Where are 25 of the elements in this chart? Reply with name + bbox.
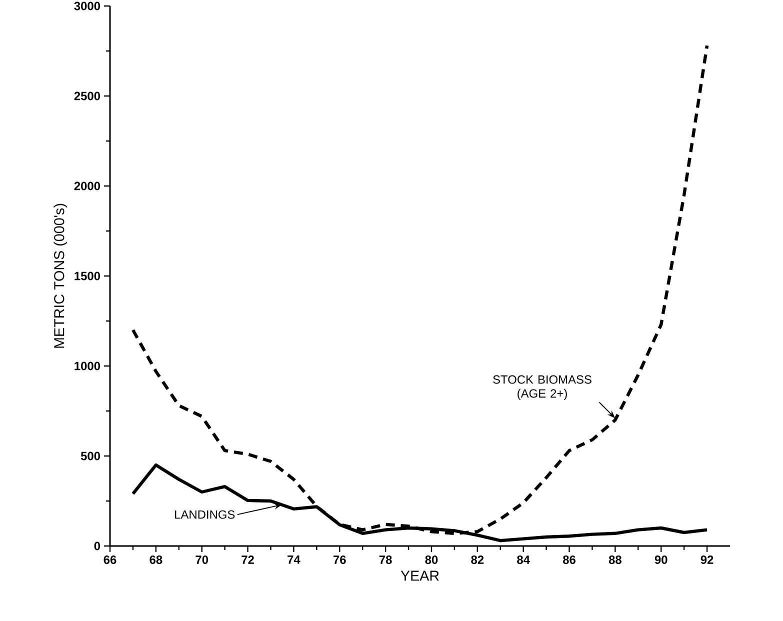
y-tick-label: 0 (94, 542, 100, 550)
x-tick-label: 66 (104, 556, 116, 564)
x-tick-label: 86 (562, 556, 576, 564)
x-axis-title: YEAR (400, 570, 439, 581)
annotation: STOCK BIOMASS (AGE 2+) (493, 375, 592, 400)
y-tick-label: 2500 (74, 92, 100, 100)
x-tick-label: 80 (425, 556, 438, 564)
y-tick-label: 3000 (74, 2, 100, 10)
x-tick-label: 84 (517, 556, 530, 564)
y-tick-label: 1500 (74, 272, 100, 280)
y-axis-title: METRIC TONS (000's) (54, 204, 68, 348)
x-tick-label: 74 (288, 556, 300, 564)
y-tick-label: 500 (80, 452, 100, 460)
x-tick-label: 78 (379, 556, 392, 564)
x-tick-label: 82 (471, 556, 484, 564)
y-tick-label: 2000 (74, 182, 100, 190)
x-tick-label: 76 (334, 556, 346, 564)
annotation: LANDINGS (175, 510, 235, 519)
y-tick-label: 1000 (74, 362, 100, 370)
x-tick-label: 88 (608, 556, 622, 564)
x-tick-label: 92 (700, 556, 714, 564)
x-tick-label: 90 (654, 556, 668, 564)
x-tick-label: 68 (150, 556, 162, 564)
x-tick-label: 70 (196, 556, 208, 564)
x-tick-label: 72 (242, 556, 254, 564)
